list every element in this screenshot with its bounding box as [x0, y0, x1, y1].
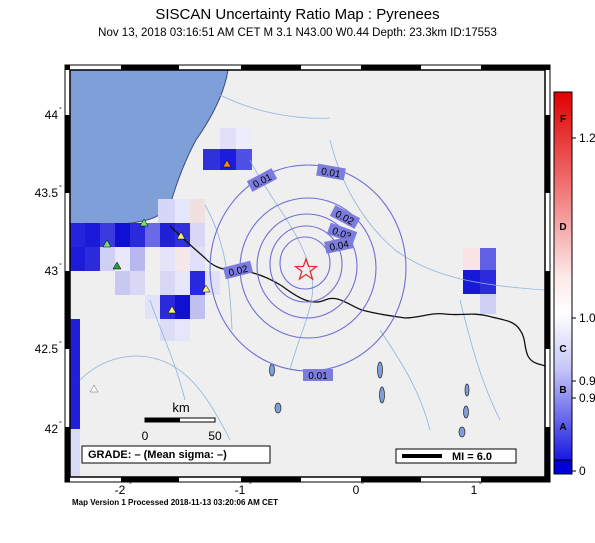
lon-label: -2: [115, 483, 126, 497]
station-triangle: [176, 231, 186, 240]
latitude-labels: 44 43.5 43 42.5 42: [35, 108, 59, 436]
mi-text: MI = 6.0: [452, 451, 492, 463]
colorbar-value: 0: [579, 464, 586, 478]
lat-label: 42: [45, 422, 59, 436]
lat-label: 43.5: [35, 186, 59, 200]
seismic-stations: [89, 159, 232, 393]
grade-letter: D: [559, 222, 566, 233]
map-frame: [64, 64, 551, 483]
svg-text:°: °: [129, 481, 132, 489]
lat-label: 42.5: [35, 342, 59, 356]
grade-box: GRADE: – (Mean sigma: –): [81, 445, 271, 464]
colorbar-value: 0.9: [579, 391, 595, 405]
station-triangle: [222, 159, 232, 168]
scale-unit: km: [172, 400, 189, 415]
scale-tick: 0: [142, 429, 149, 443]
grade-letter: F: [560, 114, 566, 125]
contour-label: 0.02: [228, 264, 250, 279]
lat-degree-marks: ° ° ° ° °: [59, 106, 62, 428]
contour-label: 0.01: [320, 166, 342, 180]
map-title: SISCAN Uncertainty Ratio Map : Pyrenees: [155, 6, 440, 23]
station-triangle: [112, 261, 122, 270]
colorbar-value: 1.2: [579, 131, 595, 145]
station-triangle: [139, 218, 149, 227]
contour-label: 0.04: [329, 239, 351, 254]
station-triangle: [89, 384, 99, 393]
event-subtitle: Nov 13, 2018 03:16:51 AM CET M 3.1 N43.0…: [98, 27, 497, 39]
colorbar: F D C B A 1.2 1.0 0.9 0.9 0: [553, 91, 595, 478]
mi-box: MI = 6.0: [395, 448, 517, 464]
station-triangle: [102, 239, 112, 248]
grade-letter: A: [559, 422, 566, 433]
svg-text:°: °: [249, 481, 252, 489]
lon-label: 1: [471, 483, 478, 497]
longitude-labels: -2 -1 0 1: [115, 483, 478, 497]
map-version-footer: Map Version 1 Processed 2018-11-13 03:20…: [72, 498, 279, 507]
svg-text:°: °: [361, 481, 364, 489]
colorbar-value: 1.0: [579, 311, 595, 325]
svg-text:°: °: [59, 420, 62, 428]
grade-letter: C: [559, 344, 566, 355]
station-triangle: [167, 305, 177, 314]
svg-text:°: °: [59, 340, 62, 348]
svg-text:°: °: [59, 106, 62, 114]
svg-text:°: °: [479, 481, 482, 489]
colorbar-value: 0.9: [579, 374, 595, 388]
lat-label: 43: [45, 264, 59, 278]
svg-text:°: °: [59, 184, 62, 192]
grade-letter: B: [559, 385, 566, 396]
scale-tick: 50: [208, 429, 222, 443]
uncertainty-cells: [70, 128, 496, 477]
epicenter-star: [293, 257, 319, 281]
contour-label: 0.01: [308, 371, 328, 382]
contour-labels: 0.01 0.01 0.02 0.03 0.04 0.02 0.01: [222, 163, 361, 382]
lat-label: 44: [45, 108, 59, 122]
grade-text: GRADE: – (Mean sigma: –): [88, 449, 227, 461]
lon-label: -1: [235, 483, 246, 497]
reservoirs: [269, 361, 470, 438]
svg-text:°: °: [59, 262, 62, 270]
station-triangle: [201, 284, 211, 293]
lon-label: 0: [353, 483, 360, 497]
lon-degree-marks: ° ° ° °: [129, 481, 482, 489]
scale-bar: km 0 50: [142, 400, 222, 443]
